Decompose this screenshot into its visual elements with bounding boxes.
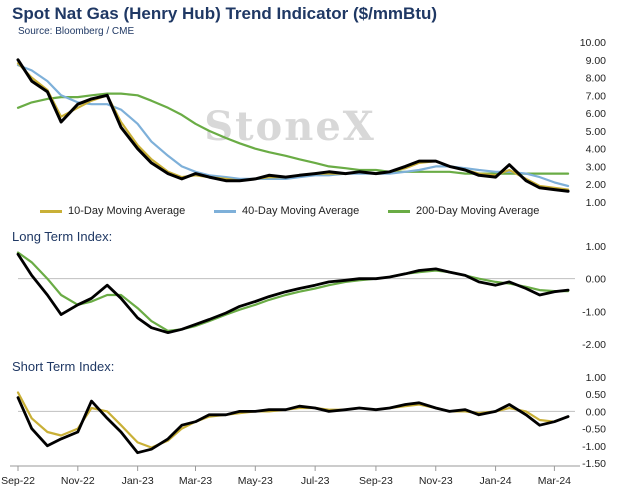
legend-ma10: 10-Day Moving Average	[40, 205, 185, 217]
legend-ma200: 200-Day Moving Average	[388, 205, 539, 217]
price-y-tick: 2.00	[586, 179, 607, 191]
long-term-y-tick: 1.00	[586, 241, 607, 253]
legend-ma40: 40-Day Moving Average	[214, 205, 359, 217]
x-tick-label: Jul-23	[301, 475, 330, 487]
long-term-series-long-term-index-average	[16, 251, 570, 332]
short-term-y-tick: 0.00	[586, 406, 607, 418]
short-term-y-tick: -1.50	[582, 458, 606, 470]
legend-swatch-ma10	[40, 209, 62, 213]
price-y-tick: 9.00	[586, 55, 607, 67]
price-y-tick: 5.00	[586, 126, 607, 138]
x-tick-label: Jan-23	[122, 475, 154, 487]
x-tick-label: Nov-22	[61, 475, 95, 487]
short-term-y-tick: 0.50	[586, 389, 607, 401]
watermark-logo: StoneX	[204, 103, 376, 150]
long-term-y-tick: 0.00	[586, 274, 607, 286]
short-term-title: Short Term Index:	[12, 359, 115, 374]
x-tick-label: Mar-24	[538, 475, 571, 487]
source-note: Source: Bloomberg / CME	[18, 26, 135, 37]
x-tick-label: May-23	[238, 475, 273, 487]
legend-swatch-ma40	[214, 209, 236, 213]
long-term-y-tick: -1.00	[582, 306, 606, 318]
x-tick-label: Nov-23	[419, 475, 453, 487]
x-tick-label: Sep-23	[359, 475, 393, 487]
legend-label-ma40: 40-Day Moving Average	[242, 205, 360, 217]
price-y-tick: 8.00	[586, 73, 607, 85]
price-y-tick: 7.00	[586, 90, 607, 102]
short-term-y-tick: -0.50	[582, 424, 606, 436]
legend-label-ma200: 200-Day Moving Average	[416, 205, 540, 217]
price-y-tick: 1.00	[586, 197, 607, 209]
price-y-tick: 10.00	[580, 37, 606, 49]
price-y-tick: 3.00	[586, 161, 607, 173]
chart-title: Spot Nat Gas (Henry Hub) Trend Indicator…	[12, 4, 438, 23]
price-y-tick: 4.00	[586, 144, 607, 156]
short-term-series-short-term-index	[16, 396, 570, 455]
x-tick-label: Jan-24	[480, 475, 512, 487]
price-series-40-day-moving-average	[16, 63, 570, 188]
long-term-series-long-term-index	[16, 252, 570, 335]
x-tick-label: Mar-23	[179, 475, 212, 487]
long-term-y-tick: -2.00	[582, 339, 606, 351]
long-term-title: Long Term Index:	[12, 229, 113, 244]
price-y-tick: 6.00	[586, 108, 607, 120]
price-series-spot	[16, 58, 570, 193]
x-tick-label: Sep-22	[1, 475, 35, 487]
short-term-y-tick: -1.00	[582, 441, 606, 453]
short-term-series-short-term-index-average	[16, 391, 570, 449]
legend-swatch-ma200	[388, 209, 410, 213]
legend-label-ma10: 10-Day Moving Average	[68, 205, 186, 217]
short-term-y-tick: 1.00	[586, 372, 607, 384]
